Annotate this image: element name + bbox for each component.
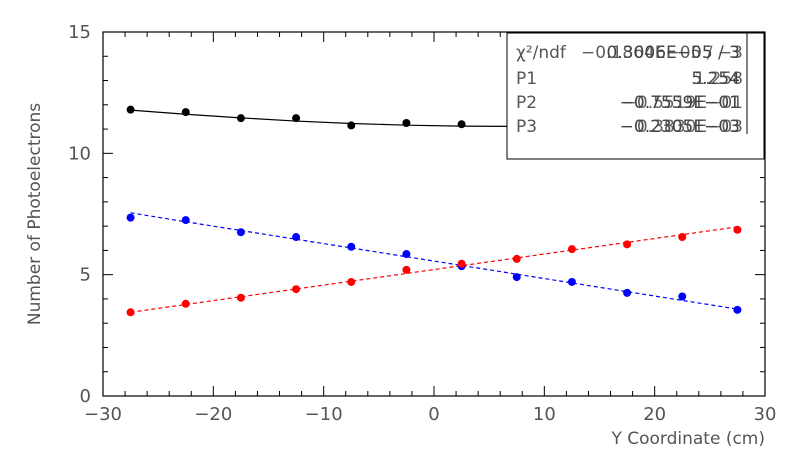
data-point-series-2 [126,213,135,222]
y-tick-label: 5 [80,265,91,286]
data-point-series-3 [623,240,632,249]
data-point-series-2 [402,250,411,259]
fit-line-series-2 [130,212,738,310]
data-point-series-2 [678,292,687,301]
data-point-series-2 [733,305,742,314]
stats-value-chi2: 0.3006E−05 / 3 [607,43,740,63]
stats-value-p3: −0.2305E−03 [620,117,740,137]
data-point-series-3 [457,259,466,268]
data-point-series-3 [292,285,301,294]
stats-overlap-p2: −0.5519E−01 [623,93,743,113]
data-point-series-2 [292,233,301,242]
x-tick-label: −30 [84,404,122,425]
data-point-series-2 [347,242,356,251]
data-point-series-2 [623,288,632,297]
data-point-series-1 [126,105,135,114]
stats-label-chi2: χ²/ndf [516,43,567,63]
x-tick-label: −20 [194,404,232,425]
y-tick-label: 0 [80,386,91,407]
data-point-series-3 [402,265,411,274]
data-point-series-1 [236,114,245,123]
stats-label-p3: P3 [516,117,537,137]
data-point-series-1 [347,121,356,130]
stats-value-p2: −0.7559E−01 [620,93,740,113]
x-tick-label: 30 [754,404,777,425]
stats-label-p2: P2 [516,93,537,113]
data-point-series-3 [236,293,245,302]
data-point-series-2 [236,228,245,237]
stats-overlap-chi2: −0.1864E−05 / −3 [581,43,743,63]
stats-value-p1: 5.254 [691,69,740,89]
data-point-series-3 [678,233,687,242]
stats-overlap-p3: 0.3830E−03 [637,117,743,137]
data-point-series-3 [567,245,576,254]
y-axis-title: Number of Photoelectrons [25,103,45,325]
data-point-series-1 [181,108,190,117]
y-tick-label: 10 [68,143,91,164]
data-point-series-2 [181,216,190,225]
data-point-series-2 [512,273,521,282]
stats-label-p1: P1 [516,69,537,89]
data-point-series-1 [402,119,411,127]
data-point-series-1 [457,120,466,129]
x-tick-label: −10 [305,404,343,425]
data-point-series-3 [126,308,135,317]
data-point-series-3 [733,225,742,234]
x-tick-label: 0 [428,404,439,425]
y-tick-label: 15 [68,22,91,43]
x-tick-label: 10 [533,404,556,425]
data-point-series-3 [347,277,356,286]
data-point-series-1 [292,114,301,123]
stats-box: χ²/ndf 0.3006E−05 / 3 −0.1864E−05 / −3 P… [506,32,765,160]
x-tick-label: 20 [643,404,666,425]
axis-tick-labels: −30 −20 −10 0 10 20 30 0 5 10 15 [68,22,776,425]
data-point-series-2 [567,277,576,286]
data-point-series-3 [512,254,521,263]
data-point-series-3 [181,299,190,308]
stats-overlap-p1: 1.258 [694,69,743,89]
x-axis-title: Y Coordinate (cm) [610,429,765,449]
